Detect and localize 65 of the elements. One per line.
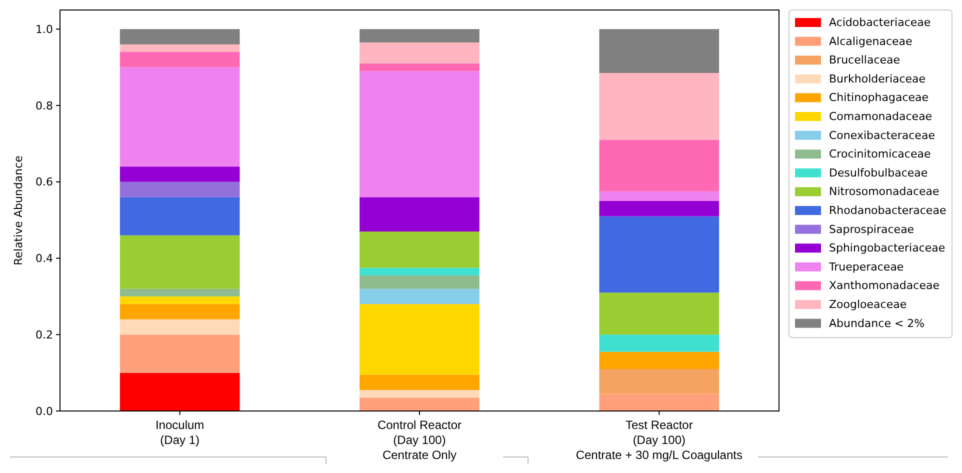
bar xyxy=(599,216,720,293)
legend-label: Desulfobulbaceae xyxy=(829,166,928,180)
legend-label: Xanthomonadaceae xyxy=(829,279,940,292)
bar xyxy=(599,29,720,74)
y-tick-label: 0.6 xyxy=(36,176,53,189)
bar xyxy=(120,304,240,320)
bar xyxy=(120,334,240,373)
bar xyxy=(599,352,720,369)
bar xyxy=(360,288,480,304)
bar xyxy=(360,63,480,72)
legend-label: Chitinophagaceae xyxy=(829,91,929,104)
bar xyxy=(120,372,240,411)
bar xyxy=(599,200,720,216)
bar xyxy=(599,140,720,192)
bar xyxy=(599,368,720,394)
legend-label: Trueperaceae xyxy=(828,260,904,274)
bar xyxy=(599,73,720,140)
bar xyxy=(360,398,480,411)
y-tick-label: 0.0 xyxy=(36,404,53,418)
bar xyxy=(120,197,240,236)
legend-label: Brucellaceae xyxy=(829,54,900,67)
bar xyxy=(120,52,240,68)
bar xyxy=(120,319,240,335)
legend-label: Sphingobacteriaceae xyxy=(829,242,946,255)
bar xyxy=(360,71,480,198)
bar xyxy=(360,197,480,232)
y-tick-label: 0.4 xyxy=(36,252,53,266)
x-tick-label: Control Reactor (Day 100) Centrate Only xyxy=(377,418,462,462)
bar xyxy=(599,334,720,352)
bar xyxy=(360,232,480,268)
legend-label: Comamonadaceae xyxy=(829,110,932,123)
legend-label: Saprospiraceae xyxy=(829,222,914,236)
legend-label: Burkholderiaceae xyxy=(829,72,926,86)
bar xyxy=(360,29,480,42)
y-axis-title: Relative Abundance xyxy=(12,155,25,266)
x-tick-label: Inoculum (Day 1) xyxy=(155,418,204,447)
bar xyxy=(599,292,720,335)
legend-label: Nitrosomonadaceae xyxy=(829,185,940,198)
bar xyxy=(120,166,240,182)
legend-label: Abundance < 2% xyxy=(829,316,925,330)
bar xyxy=(120,296,240,304)
y-tick-label: 1.0 xyxy=(36,22,53,36)
bar xyxy=(120,288,240,296)
bar xyxy=(360,304,480,375)
legend-label: Alcaligenaceae xyxy=(829,34,912,48)
bar xyxy=(120,44,240,52)
bar xyxy=(360,268,480,276)
bar xyxy=(120,235,240,289)
y-tick-label: 0.8 xyxy=(36,99,53,112)
legend-label: Rhodanobacteraceae xyxy=(829,204,946,217)
bar xyxy=(120,182,240,198)
bar xyxy=(360,374,480,390)
bar xyxy=(120,67,240,167)
bar xyxy=(360,42,480,64)
legend-label: Acidobacteriaceae xyxy=(829,16,931,29)
legend-label: Crocinitomicaceae xyxy=(829,148,931,161)
x-tick-label: Test Reactor (Day 100) Centrate + 30 mg/L Coagulants xyxy=(576,418,743,462)
bar xyxy=(599,191,720,201)
y-tick-label: 0.2 xyxy=(36,328,53,342)
bar xyxy=(360,390,480,398)
bar xyxy=(360,275,480,289)
legend-label: Zoogloeaceae xyxy=(829,298,907,311)
bar xyxy=(599,394,720,411)
bar xyxy=(120,29,240,44)
legend-label: Conexibacteraceae xyxy=(829,128,936,142)
